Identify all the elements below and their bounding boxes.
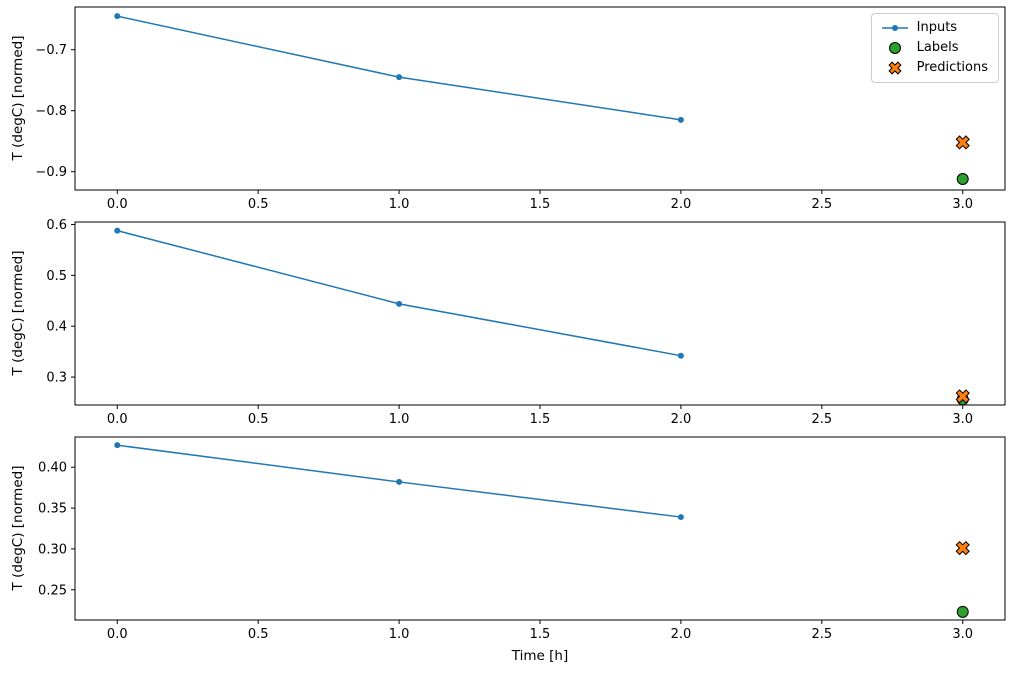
legend-item-inputs: Inputs	[880, 20, 988, 36]
inputs-point	[114, 227, 121, 234]
predictions-point	[955, 540, 970, 556]
x-tick-label: 1.0	[389, 197, 410, 212]
x-tick-label: 0.0	[107, 412, 128, 427]
legend-item-labels: Labels	[880, 40, 988, 56]
x-tick-label: 0.5	[248, 412, 269, 427]
x-tick-label: 3.0	[952, 197, 973, 212]
inputs-point	[677, 514, 684, 521]
x-tick-label: 2.0	[671, 627, 692, 642]
x-tick-label: 1.0	[389, 412, 410, 427]
y-tick-label: −0.7	[35, 43, 67, 58]
axes-frame	[74, 221, 1006, 406]
x-tick-label: 0.5	[248, 627, 269, 642]
xlabel: Time [h]	[511, 648, 569, 664]
x-tick-label: 1.5	[530, 627, 551, 642]
y-tick-label: 0.30	[38, 542, 67, 557]
inputs-point	[396, 74, 403, 81]
x-tick-label: 2.5	[811, 412, 832, 427]
inputs-line	[117, 229, 682, 357]
x-tick-label: 3.0	[952, 412, 973, 427]
inputs-point	[677, 352, 684, 359]
predictions-point	[955, 389, 970, 404]
legend-label-predictions: Predictions	[916, 60, 988, 75]
x-tick-label: 1.0	[389, 627, 410, 642]
labels-point	[956, 605, 969, 618]
subplot-3: 0.0 0.5 1.0 1.5 2.0 2.5 3.0 0.25 0.30 0.35 0.40	[38, 436, 1006, 642]
y-tick-label: −0.9	[35, 165, 67, 180]
ylabel-subplot-3: T (degC) [normed]	[10, 465, 26, 591]
y-tick-label: 0.25	[38, 583, 67, 598]
legend-item-predictions: Predictions	[880, 60, 988, 76]
x-tick-label: 0.0	[107, 197, 128, 212]
inputs-point	[114, 13, 121, 20]
legend: Inputs Labels Predictions	[870, 13, 999, 83]
y-tick-label: 0.6	[46, 218, 67, 233]
x-tick-label: 1.5	[530, 197, 551, 212]
legend-label-inputs: Inputs	[916, 20, 958, 35]
y-tick-label: −0.8	[35, 104, 67, 119]
labels-point	[956, 173, 969, 186]
inputs-point	[114, 442, 121, 449]
subplot-2: 0.0 0.5 1.0 1.5 2.0 2.5 3.0 0.3 0.4 0.5 0.6	[46, 218, 1006, 427]
y-tick-label: 0.40	[38, 461, 67, 476]
subplot-1: 0.0 0.5 1.0 1.5 2.0 2.5 3.0 −0.9 −0.8 −0.7	[35, 6, 1006, 212]
inputs-line-icon	[880, 21, 910, 35]
x-tick-label: 0.0	[107, 627, 128, 642]
labels-circle-icon	[880, 40, 910, 56]
inputs-point	[677, 116, 684, 123]
x-tick-label: 2.5	[811, 197, 832, 212]
inputs-point	[396, 300, 403, 307]
y-tick-label: 0.5	[46, 269, 67, 284]
x-tick-label: 0.5	[248, 197, 269, 212]
y-tick-label: 0.3	[46, 371, 67, 386]
y-tick-label: 0.35	[38, 502, 67, 517]
inputs-line	[117, 15, 682, 121]
x-tick-label: 2.0	[671, 412, 692, 427]
x-tick-label: 1.5	[530, 412, 551, 427]
x-tick-label: 2.5	[811, 627, 832, 642]
legend-label-labels: Labels	[916, 40, 959, 55]
y-tick-label: 0.4	[46, 320, 67, 335]
ylabel-subplot-1: T (degC) [normed]	[10, 35, 26, 161]
inputs-point	[396, 478, 403, 485]
x-tick-label: 2.0	[671, 197, 692, 212]
ylabel-subplot-2: T (degC) [normed]	[10, 250, 26, 376]
predictions-point	[955, 135, 970, 150]
x-tick-label: 3.0	[952, 627, 973, 642]
axes-frame	[74, 436, 1006, 621]
predictions-x-icon	[880, 60, 910, 76]
